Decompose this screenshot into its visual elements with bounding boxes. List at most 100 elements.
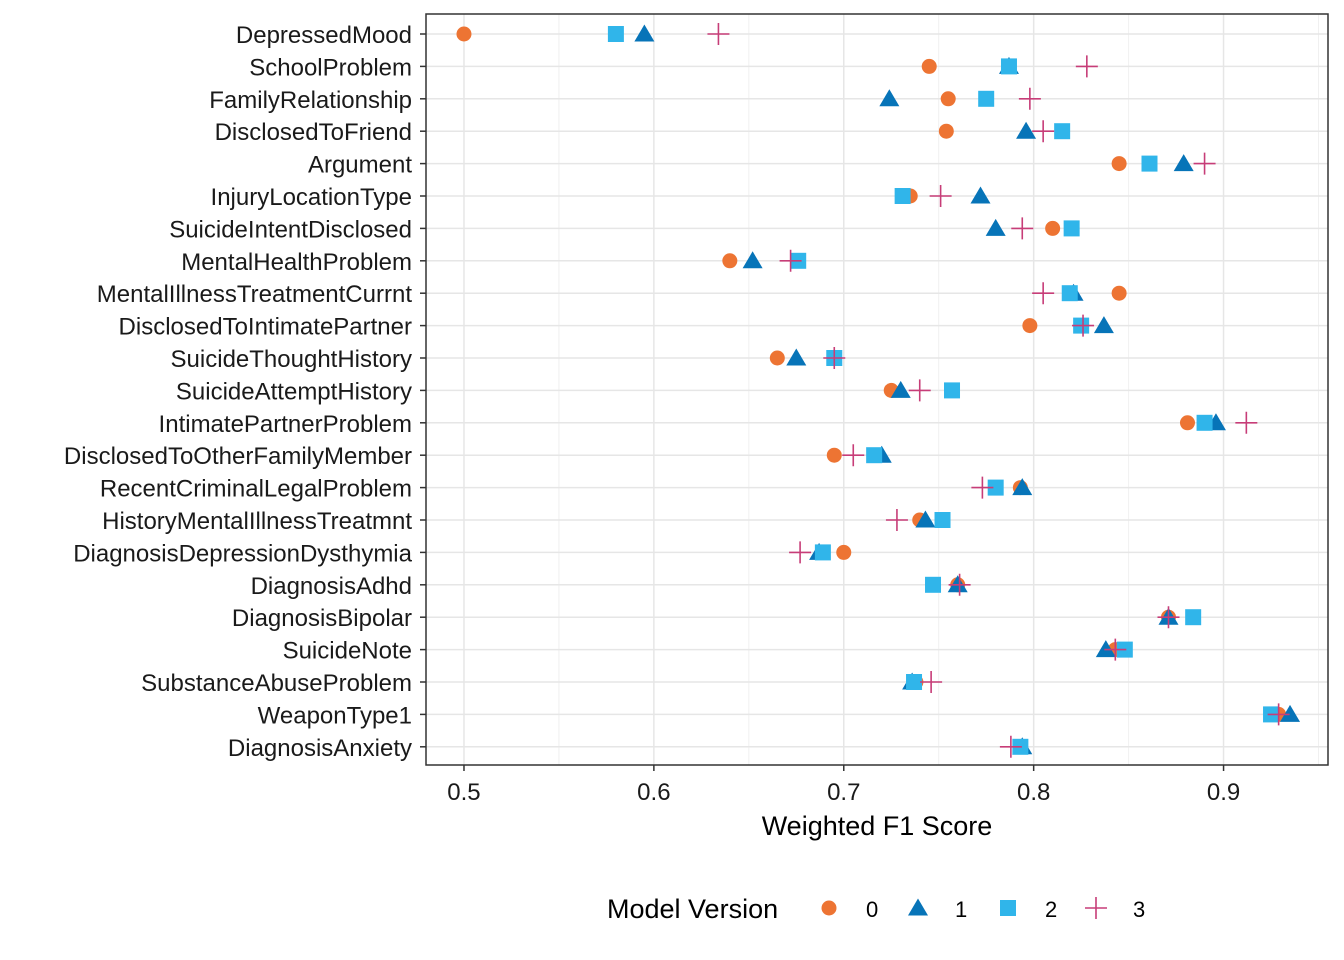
data-point-model-3	[1157, 606, 1180, 629]
data-point-model-1	[947, 575, 968, 593]
data-point-model-3	[707, 23, 730, 45]
y-tick-label: SchoolProblem	[249, 54, 412, 81]
data-point-model-2	[814, 544, 831, 561]
y-tick-label: InjuryLocationType	[211, 184, 412, 211]
data-points	[456, 23, 1301, 758]
data-point-model-0	[1111, 285, 1127, 301]
data-point-model-0	[769, 350, 785, 366]
data-point-model-1	[1016, 121, 1037, 139]
data-point-model-3	[948, 573, 971, 596]
data-point-model-2	[978, 90, 995, 107]
x-axis-title: Weighted F1 Score	[762, 811, 993, 841]
data-point-model-3	[1072, 314, 1095, 337]
data-point-model-1	[1280, 704, 1301, 722]
data-point-model-0	[1045, 220, 1061, 236]
y-tick-label: FamilyRelationship	[209, 87, 412, 114]
major-gridlines	[426, 14, 1328, 765]
data-point-model-2	[1000, 58, 1017, 75]
y-tick-label: HistoryMentalIllnessTreatmnt	[102, 508, 412, 535]
y-tick-label: SuicideIntentDisclosed	[169, 216, 412, 243]
data-point-model-3	[1018, 87, 1041, 110]
data-point-model-3	[999, 735, 1022, 758]
data-point-model-0	[1111, 156, 1127, 172]
data-point-model-1	[915, 510, 936, 528]
data-point-model-1	[1095, 640, 1116, 658]
x-tick-label: 0.7	[827, 779, 860, 806]
y-tick-label: MentalHealthProblem	[181, 249, 412, 276]
data-point-model-2	[906, 674, 923, 690]
y-tick-label: DiagnosisAnxiety	[228, 735, 412, 762]
y-tick-label: RecentCriminalLegalProblem	[100, 476, 412, 503]
legend-key-2	[1000, 900, 1016, 916]
minor-gridlines	[558, 14, 1320, 765]
data-point-model-0	[836, 544, 852, 560]
data-point-model-2	[894, 188, 911, 204]
data-point-model-2	[925, 576, 942, 593]
legend-label: 1	[955, 897, 967, 922]
y-tick-label: IntimatePartnerProblem	[159, 411, 412, 438]
data-point-model-0	[940, 91, 956, 107]
data-point-model-2	[934, 512, 951, 528]
data-point-model-2	[866, 447, 883, 464]
x-tick-label: 0.9	[1207, 779, 1240, 806]
y-axis: DepressedMood SchoolProblem FamilyRelation…	[64, 22, 426, 762]
legend-key-3	[1085, 897, 1107, 919]
y-tick-label: DisclosedToIntimatePartner	[119, 314, 412, 341]
data-point-model-1	[1012, 478, 1033, 496]
data-point-model-3	[885, 509, 908, 531]
legend: Model Version 0 1 2 3	[607, 894, 1145, 924]
data-point-model-1	[890, 380, 911, 398]
data-point-model-0	[456, 26, 472, 42]
legend-key-1	[908, 898, 928, 916]
y-tick-label: SuicideThoughtHistory	[171, 346, 412, 373]
x-tick-label: 0.8	[1017, 779, 1050, 806]
data-point-model-1	[1173, 154, 1194, 172]
data-point-model-2	[944, 382, 961, 399]
data-point-model-2	[1054, 123, 1071, 140]
data-point-model-0	[722, 253, 738, 269]
data-point-model-0	[1179, 415, 1195, 431]
data-point-model-0	[826, 447, 842, 463]
data-point-model-1	[742, 251, 763, 269]
y-tick-label: SuicideNote	[283, 638, 412, 665]
y-tick-label: SubstanceAbuseProblem	[141, 670, 412, 697]
data-point-model-1	[879, 89, 900, 107]
data-point-model-3	[1011, 217, 1034, 240]
y-tick-label: DisclosedToFriend	[215, 119, 412, 146]
data-point-model-2	[607, 26, 624, 42]
data-point-model-1	[634, 24, 655, 42]
data-point-model-3	[823, 347, 846, 369]
y-tick-label: MentalIllnessTreatmentCurrnt	[97, 281, 413, 308]
y-tick-label: SuicideAttemptHistory	[176, 378, 412, 405]
plot-panel-border	[425, 13, 1329, 766]
legend-label: 0	[866, 897, 878, 922]
data-point-model-0	[1022, 318, 1038, 334]
data-point-model-3	[929, 185, 952, 207]
data-point-model-2	[1061, 285, 1078, 302]
y-tick-label: DiagnosisBipolar	[232, 605, 412, 632]
legend-label: 2	[1045, 897, 1057, 922]
y-tick-label: Argument	[308, 152, 412, 179]
data-point-model-2	[987, 479, 1004, 496]
data-point-model-3	[1193, 152, 1216, 175]
data-point-model-1	[1093, 316, 1114, 334]
data-point-model-3	[971, 476, 994, 499]
data-point-model-3	[842, 444, 865, 467]
data-point-model-3	[1235, 411, 1258, 434]
y-tick-label: DepressedMood	[236, 22, 412, 49]
data-point-model-0	[921, 58, 937, 74]
data-point-model-3	[908, 379, 931, 402]
data-point-model-3	[1075, 55, 1098, 78]
x-tick-label: 0.5	[447, 779, 480, 806]
x-axis: 0.5 0.6 0.7 0.8 0.9	[447, 765, 1240, 806]
data-point-model-3	[920, 671, 943, 693]
data-point-model-3	[789, 541, 812, 564]
legend-title: Model Version	[607, 894, 778, 924]
data-point-model-3	[1104, 638, 1127, 661]
legend-key-0	[821, 900, 837, 916]
y-tick-label: DisclosedToOtherFamilyMember	[64, 443, 412, 470]
data-point-model-0	[938, 123, 954, 139]
legend-label: 3	[1133, 897, 1145, 922]
data-point-model-1	[970, 186, 991, 204]
y-tick-label: WeaponType1	[258, 702, 412, 729]
